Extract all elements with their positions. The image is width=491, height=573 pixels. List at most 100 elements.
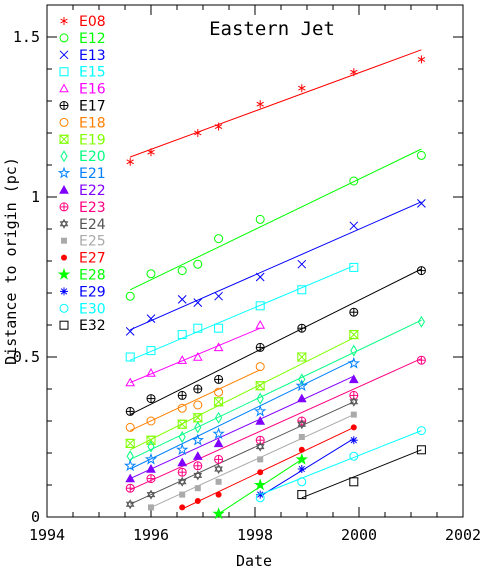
- point-e27: [350, 424, 357, 431]
- legend-marker-e29: [60, 287, 68, 296]
- fit-line-e27: [181, 426, 355, 510]
- point-e21: [295, 379, 309, 392]
- point-e08: [350, 68, 358, 77]
- point-e23: [416, 355, 426, 365]
- legend-marker-e22: [59, 184, 69, 194]
- point-e19: [176, 419, 188, 429]
- fit-line-e15: [130, 265, 354, 361]
- point-e17: [193, 384, 203, 394]
- legend-marker-e16: [59, 83, 69, 93]
- point-e13: [193, 298, 203, 307]
- x-tick-label: 2002: [445, 526, 481, 544]
- point-e22: [255, 415, 266, 425]
- point-e19: [213, 397, 224, 407]
- point-e12: [177, 266, 187, 276]
- chart-title: Eastern Jet: [209, 18, 335, 40]
- legend-label-e32: E32: [79, 318, 106, 334]
- fit-line-e21: [129, 359, 355, 470]
- point-e15: [146, 346, 156, 356]
- point-e13: [177, 295, 187, 304]
- legend-marker-e17: [59, 101, 69, 110]
- point-e08: [147, 148, 155, 157]
- legend-label-e28: E28: [79, 268, 106, 284]
- fit-line-e29: [259, 438, 355, 497]
- point-e19: [296, 352, 308, 362]
- point-e20: [194, 421, 202, 434]
- point-e18: [193, 400, 203, 410]
- legend-marker-e27: [61, 254, 67, 261]
- point-e12: [349, 176, 359, 186]
- legend-label-e15: E15: [79, 65, 106, 81]
- legend-marker-e23: [59, 202, 69, 212]
- point-e15: [125, 352, 135, 362]
- point-e13: [349, 221, 359, 231]
- point-e20: [147, 440, 155, 453]
- point-e08: [214, 122, 223, 131]
- point-e12: [146, 269, 156, 279]
- fit-lines: [129, 49, 422, 515]
- legend-marker-e21: [57, 166, 71, 179]
- y-tick-labels: 0 0.5 1 1.5: [13, 28, 40, 526]
- fit-line-e20: [129, 319, 422, 460]
- point-e30: [255, 493, 265, 503]
- point-e17: [297, 323, 307, 333]
- point-e24: [297, 419, 307, 430]
- legend-label-e21: E21: [79, 166, 106, 182]
- legend-label-e19: E19: [79, 132, 106, 148]
- point-e22: [177, 457, 188, 467]
- point-e20: [350, 344, 358, 357]
- legend-marker-e32: [59, 320, 69, 330]
- point-e19: [124, 438, 136, 448]
- point-e22: [192, 451, 203, 460]
- point-e27: [179, 504, 186, 511]
- legend-marker-e28: [57, 267, 71, 280]
- legend-label-e08: E08: [79, 14, 106, 30]
- y-axis-label: Distance to origin (pc): [2, 157, 20, 365]
- legend-marker-e30: [59, 303, 69, 313]
- legend-marker-e24: [59, 218, 69, 229]
- fit-line-e24: [129, 401, 355, 505]
- point-e13: [297, 259, 307, 269]
- point-e12: [193, 259, 203, 269]
- legend: E08E12E13E15E16E17E18E19E20E21E22E23E24E…: [57, 14, 106, 334]
- fit-line-e16: [130, 327, 261, 384]
- point-e08: [298, 84, 306, 93]
- point-e21: [123, 459, 137, 472]
- point-e27: [257, 469, 264, 476]
- point-e29: [349, 436, 358, 445]
- point-e17: [125, 406, 135, 416]
- point-e25: [350, 411, 357, 418]
- point-e19: [348, 330, 360, 340]
- point-e25: [194, 485, 201, 492]
- fit-line-e30: [260, 430, 422, 496]
- point-e13: [146, 314, 156, 323]
- point-e25: [215, 478, 222, 485]
- point-e23: [146, 474, 156, 484]
- point-e20: [178, 431, 186, 443]
- x-tick-labels: 1994 1996 1998 2000 2002: [29, 526, 481, 544]
- legend-label-e24: E24: [79, 217, 106, 233]
- fit-line-e22: [129, 375, 355, 480]
- point-e27: [215, 491, 222, 498]
- fit-line-e13: [129, 201, 422, 331]
- point-e15: [214, 323, 224, 333]
- point-e13: [255, 272, 265, 282]
- fit-line-e08: [130, 49, 422, 158]
- point-e22: [213, 438, 224, 448]
- fit-line-e18: [129, 369, 261, 432]
- y-tick-label: 1.5: [13, 28, 40, 46]
- point-e12: [255, 214, 265, 224]
- point-e19: [145, 435, 157, 445]
- fit-line-e19: [129, 337, 355, 451]
- point-e25: [298, 434, 305, 440]
- point-e27: [194, 498, 201, 504]
- legend-label-e17: E17: [79, 99, 106, 115]
- point-e18: [255, 362, 265, 372]
- point-e21: [347, 356, 361, 369]
- legend-label-e27: E27: [79, 251, 106, 267]
- point-e19: [254, 381, 266, 391]
- point-e24: [193, 470, 203, 481]
- point-e30: [349, 451, 359, 461]
- point-e18: [214, 387, 224, 397]
